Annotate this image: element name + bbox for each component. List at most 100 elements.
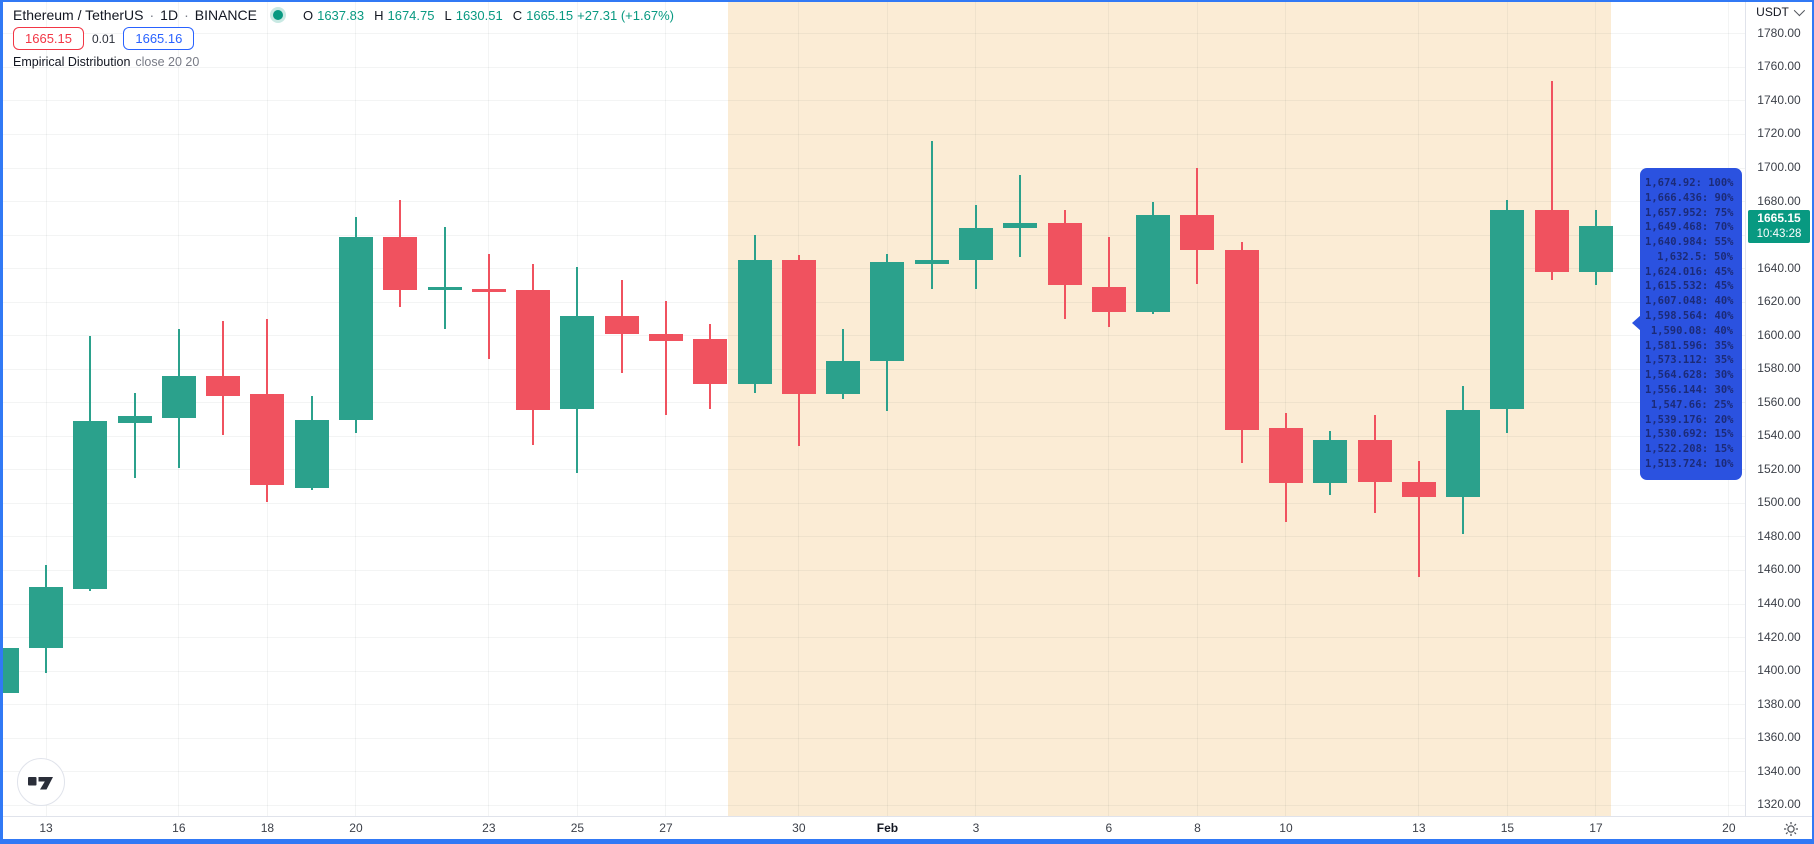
grid-line-horizontal (3, 66, 1745, 68)
candle-body (1268, 427, 1303, 484)
time-tick-label: 13 (39, 821, 53, 835)
candle-wick (930, 141, 933, 289)
candle-body (117, 416, 152, 423)
separator: · (184, 7, 189, 23)
exchange-label: BINANCE (194, 7, 257, 23)
candle-body (1047, 223, 1082, 286)
grid-line-horizontal (3, 737, 1745, 739)
price-tick-label: 1440.00 (1757, 596, 1801, 611)
price-tick-label: 1680.00 (1757, 193, 1801, 208)
distribution-row: 1,666.436: 90% (1645, 191, 1734, 204)
indicator-legend[interactable]: Empirical Distribution close 20 20 (13, 55, 199, 69)
time-tick-label: 15 (1500, 821, 1515, 835)
time-tick-label: 20 (1722, 821, 1736, 835)
candle-body (161, 375, 196, 418)
candle-body (1534, 209, 1569, 272)
ohlc-values: O 1637.83 H 1674.75 L 1630.51 C 1665.15 … (297, 8, 674, 23)
distribution-row: 1,556.144: 30% (1645, 383, 1734, 396)
distribution-row: 1,522.208: 15% (1645, 443, 1734, 456)
symbol-title[interactable]: Ethereum / TetherUS (13, 7, 144, 23)
price-tick-label: 1480.00 (1757, 528, 1801, 543)
candle-body (1224, 250, 1259, 430)
grid-line-horizontal (3, 33, 1745, 35)
grid-line-horizontal (3, 804, 1745, 806)
candle-body (693, 339, 728, 385)
grid-line-horizontal (3, 100, 1745, 102)
axis-settings-gear-icon[interactable] (1782, 820, 1800, 838)
candle-body (914, 260, 949, 264)
price-tick-label: 1760.00 (1757, 59, 1801, 74)
indicator-name: Empirical Distribution (13, 55, 131, 69)
high-value: 1674.75 (387, 7, 435, 23)
price-tick-label: 1500.00 (1757, 495, 1801, 510)
low-value: 1630.51 (455, 7, 503, 23)
time-tick-label: 16 (172, 821, 186, 835)
candle-body (737, 260, 772, 385)
distribution-row: 1,539.176: 20% (1645, 413, 1734, 426)
grid-line-horizontal (3, 167, 1745, 169)
grid-line-vertical (1285, 2, 1287, 816)
candle-wick (1107, 236, 1110, 328)
candle-body (1490, 209, 1525, 410)
price-tick-label: 1360.00 (1757, 730, 1801, 745)
candle-body (338, 236, 373, 420)
candle-wick (1019, 174, 1022, 257)
price-tick-label: 1580.00 (1757, 361, 1801, 376)
grid-line-horizontal (3, 637, 1745, 639)
separator: · (149, 7, 155, 23)
price-tick-label: 1340.00 (1757, 763, 1801, 778)
order-panel: 1665.15 0.01 1665.16 (13, 27, 195, 50)
price-tick-label: 1540.00 (1757, 428, 1801, 443)
distribution-row: 1,632.5: 50% (1657, 250, 1733, 263)
distribution-row: 1,564.628: 30% (1645, 369, 1734, 382)
market-status-dot-icon[interactable] (272, 10, 283, 20)
currency-selector[interactable]: USDT (1746, 4, 1812, 19)
time-axis[interactable]: 13 16 18 20 23 25 27 30 Feb 3 6 8 10 13 15 17 20 (3, 816, 1812, 839)
grid-line-horizontal (3, 502, 1745, 504)
price-tick-label: 1460.00 (1757, 562, 1801, 577)
sell-button[interactable]: 1665.15 (13, 27, 84, 50)
distribution-row: 1,607.048: 40% (1645, 295, 1734, 308)
grid-line-horizontal (3, 201, 1745, 203)
grid-line-horizontal (3, 704, 1745, 706)
price-tick-label: 1400.00 (1757, 663, 1801, 678)
price-tick-label: 1620.00 (1757, 294, 1801, 309)
interval-label[interactable]: 1D (160, 7, 179, 23)
grid-line-horizontal (3, 133, 1745, 135)
time-tick-label: 23 (482, 821, 496, 835)
candle-body (3, 647, 19, 693)
grid-line-horizontal (3, 402, 1745, 404)
tradingview-logo[interactable] (17, 758, 65, 806)
close-value: 1665.15 (526, 7, 574, 23)
time-tick-label: 17 (1589, 821, 1603, 835)
grid-line-horizontal (3, 670, 1745, 672)
chart-legend: Ethereum / TetherUS · 1D · BINANCE O 163… (13, 7, 674, 23)
distribution-row: 1,573.112: 35% (1645, 354, 1734, 367)
change-value: +27.31 (+1.67%) (577, 7, 674, 23)
grid-line-horizontal (3, 603, 1745, 605)
price-tick-label: 1600.00 (1757, 327, 1801, 342)
candle-body (206, 375, 241, 397)
close-label: C (512, 7, 523, 23)
candle-body (29, 587, 63, 648)
candle-body (1180, 214, 1215, 251)
candle-wick (664, 300, 667, 415)
buy-button[interactable]: 1665.16 (123, 27, 195, 50)
price-tick-label: 1380.00 (1757, 696, 1801, 711)
distribution-row: 1,590.08: 40% (1650, 324, 1733, 337)
grid-line-horizontal (3, 771, 1745, 773)
grid-line-horizontal (3, 569, 1745, 571)
bar-countdown: 10:43:28 (1756, 228, 1802, 241)
grid-line-vertical (488, 2, 490, 816)
candle-body (471, 288, 506, 293)
price-axis[interactable]: USDT 1780.00 1760.00 1740.00 1720.00 1700.00… (1745, 2, 1812, 816)
distribution-row: 1,513.724: 10% (1645, 457, 1734, 470)
time-tick-label: 3 (972, 821, 980, 835)
candle-body (826, 360, 861, 395)
time-tick-label: 10 (1279, 821, 1293, 835)
grid-line-horizontal (3, 469, 1745, 471)
chart-plot-area[interactable]: Ethereum / TetherUS · 1D · BINANCE O 163… (3, 2, 1745, 816)
time-tick-label: 27 (659, 821, 673, 835)
currency-label: USDT (1756, 5, 1789, 19)
candle-body (1446, 409, 1481, 497)
